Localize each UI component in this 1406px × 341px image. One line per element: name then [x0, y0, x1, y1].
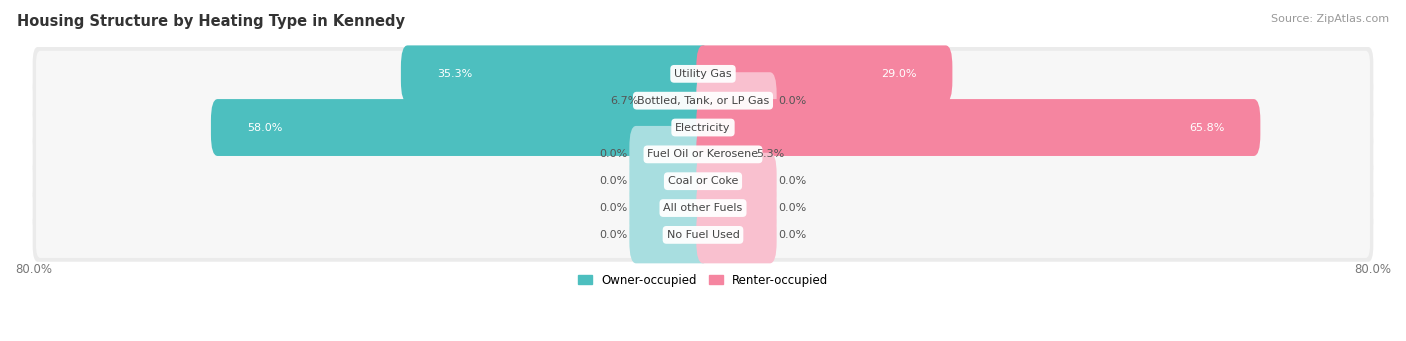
Text: Electricity: Electricity [675, 122, 731, 133]
Text: 6.7%: 6.7% [610, 96, 638, 106]
Text: 0.0%: 0.0% [599, 176, 627, 186]
FancyBboxPatch shape [37, 51, 1369, 97]
FancyBboxPatch shape [696, 180, 776, 237]
Text: 0.0%: 0.0% [779, 203, 807, 213]
Text: Fuel Oil or Kerosene: Fuel Oil or Kerosene [647, 149, 759, 159]
FancyBboxPatch shape [696, 206, 776, 263]
FancyBboxPatch shape [630, 206, 710, 263]
Text: Coal or Coke: Coal or Coke [668, 176, 738, 186]
FancyBboxPatch shape [32, 74, 1374, 128]
FancyBboxPatch shape [32, 181, 1374, 235]
FancyBboxPatch shape [32, 101, 1374, 154]
Text: 0.0%: 0.0% [599, 230, 627, 240]
Text: 35.3%: 35.3% [437, 69, 472, 79]
Text: Source: ZipAtlas.com: Source: ZipAtlas.com [1271, 14, 1389, 24]
FancyBboxPatch shape [696, 153, 776, 210]
Text: 65.8%: 65.8% [1189, 122, 1225, 133]
FancyBboxPatch shape [211, 99, 710, 156]
FancyBboxPatch shape [37, 104, 1369, 151]
Text: Housing Structure by Heating Type in Kennedy: Housing Structure by Heating Type in Ken… [17, 14, 405, 29]
FancyBboxPatch shape [696, 126, 754, 183]
Text: 5.3%: 5.3% [755, 149, 785, 159]
Text: 0.0%: 0.0% [599, 203, 627, 213]
Text: Utility Gas: Utility Gas [675, 69, 731, 79]
FancyBboxPatch shape [401, 45, 710, 102]
Text: 0.0%: 0.0% [599, 149, 627, 159]
FancyBboxPatch shape [32, 128, 1374, 181]
Text: No Fuel Used: No Fuel Used [666, 230, 740, 240]
FancyBboxPatch shape [37, 212, 1369, 258]
FancyBboxPatch shape [32, 47, 1374, 101]
FancyBboxPatch shape [37, 78, 1369, 124]
Legend: Owner-occupied, Renter-occupied: Owner-occupied, Renter-occupied [572, 269, 834, 292]
FancyBboxPatch shape [630, 180, 710, 237]
Text: 0.0%: 0.0% [779, 96, 807, 106]
Text: 0.0%: 0.0% [779, 230, 807, 240]
Text: 0.0%: 0.0% [779, 176, 807, 186]
FancyBboxPatch shape [696, 99, 1260, 156]
FancyBboxPatch shape [37, 131, 1369, 177]
FancyBboxPatch shape [37, 158, 1369, 204]
Text: 58.0%: 58.0% [247, 122, 283, 133]
FancyBboxPatch shape [640, 72, 710, 129]
Text: All other Fuels: All other Fuels [664, 203, 742, 213]
Text: 29.0%: 29.0% [882, 69, 917, 79]
FancyBboxPatch shape [630, 153, 710, 210]
FancyBboxPatch shape [630, 126, 710, 183]
FancyBboxPatch shape [32, 208, 1374, 262]
FancyBboxPatch shape [696, 45, 952, 102]
FancyBboxPatch shape [37, 185, 1369, 231]
FancyBboxPatch shape [32, 154, 1374, 208]
Text: Bottled, Tank, or LP Gas: Bottled, Tank, or LP Gas [637, 96, 769, 106]
FancyBboxPatch shape [696, 72, 776, 129]
